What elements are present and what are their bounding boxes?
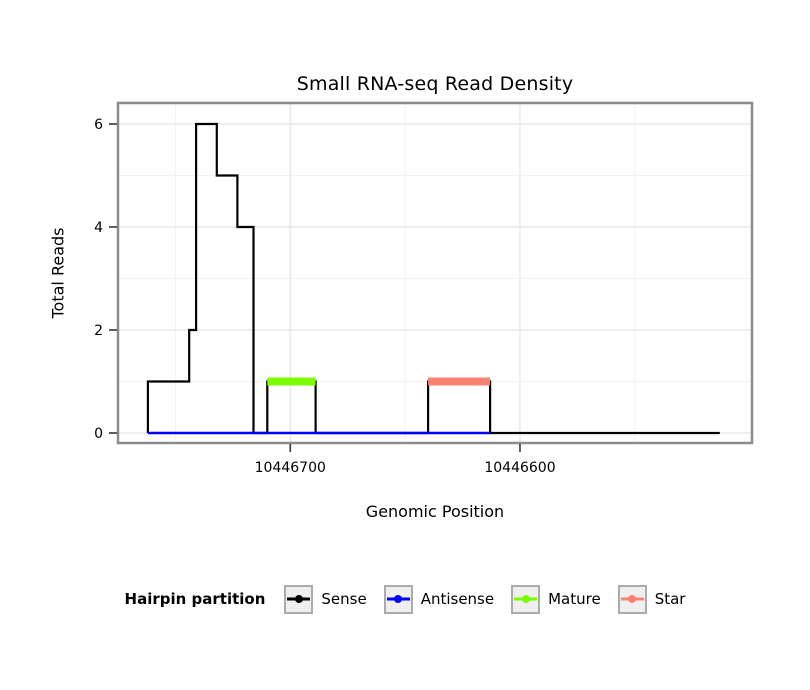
plot-panel [118,103,752,443]
legend-key-sense-icon [284,584,314,614]
legend-key-dot [628,595,637,603]
x-tick-label: 10446700 [255,460,326,476]
legend-label-star: Star [654,590,686,608]
x-tick-label: 10446600 [484,460,555,476]
legend: Hairpin partition Sense Antisense Mature [0,583,810,615]
legend-key-dot [521,595,530,603]
legend-key-antisense-icon [383,584,413,614]
legend-label-sense: Sense [321,590,367,608]
series-sense-line [146,122,720,435]
legend-label-mature: Mature [548,590,601,608]
legend-key-dot [294,595,303,603]
panel-border [116,101,754,445]
legend-key-star-icon [617,584,647,614]
y-tick-label: 0 [94,426,103,442]
y-tick-label: 2 [94,323,103,339]
legend-item-antisense: Antisense [383,584,495,614]
chart-title: Small RNA-seq Read Density [296,73,574,95]
legend-item-star: Star [617,584,686,614]
legend-title: Hairpin partition [124,590,266,608]
legend-key-dot [394,595,403,603]
legend-item-sense: Sense [284,584,367,614]
y-tick-label: 6 [94,117,103,133]
legend-label-antisense: Antisense [420,590,495,608]
legend-item-mature: Mature [511,584,601,614]
x-axis-label: Genomic Position [365,502,505,521]
legend-key-mature-icon [511,584,541,614]
plot-area: 10446700 10446600 0 2 4 6 [94,101,754,476]
y-tick-label: 4 [94,220,103,236]
